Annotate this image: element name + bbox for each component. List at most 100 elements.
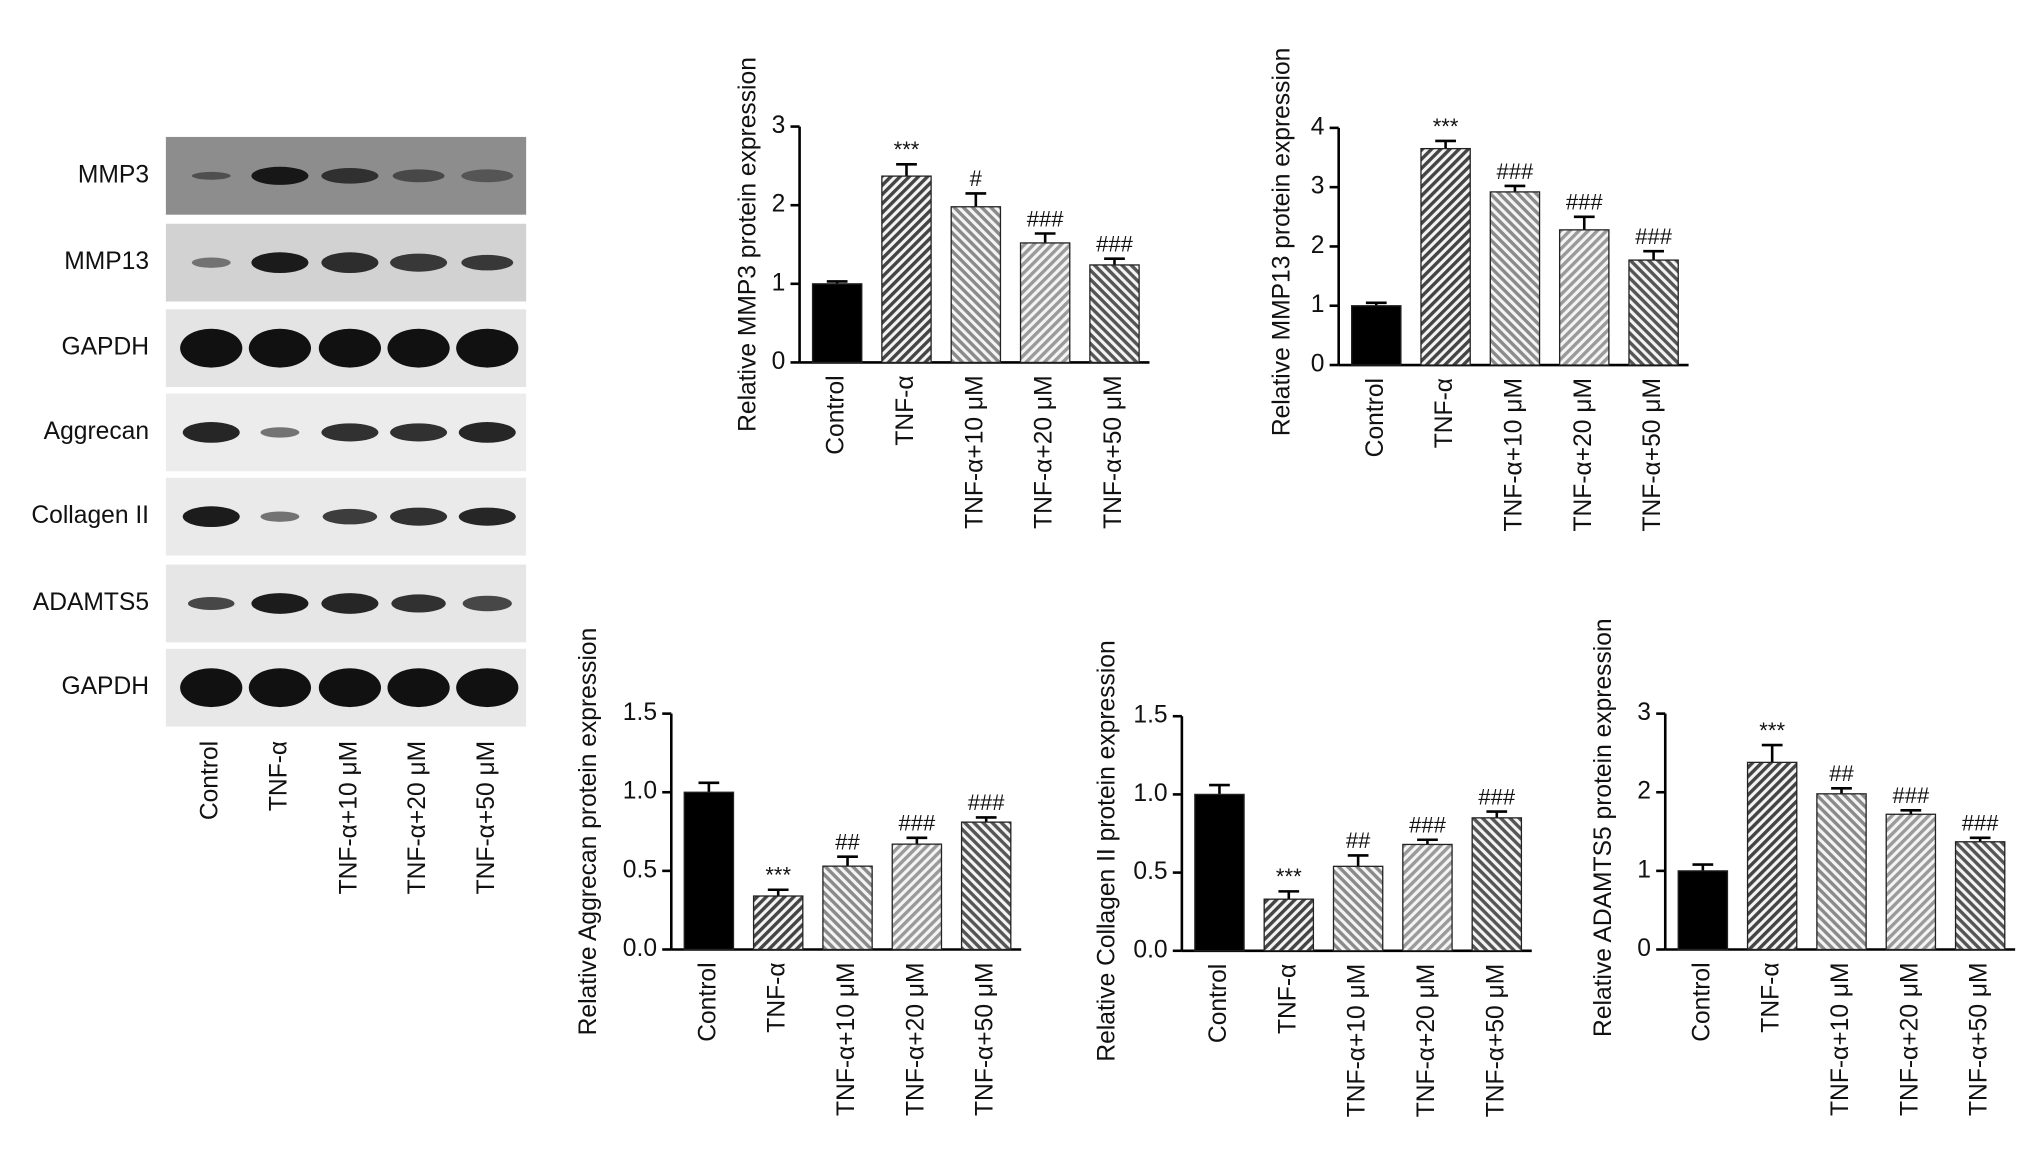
blot-row-label: Aggrecan [44,418,149,445]
blot-lane-label: TNF-α [265,741,292,811]
blot-band [390,507,448,526]
y-axis-label: Relative MMP13 protein expression [1268,48,1295,436]
bar [1489,191,1541,366]
x-tick-label: Control [823,375,850,454]
y-axis-label: Relative Aggrecan protein expression [575,628,602,1036]
bar [1558,229,1610,366]
x-tick-label: TNF-α [1758,962,1785,1032]
bar [1420,147,1471,366]
significance-label: ### [1096,232,1133,257]
bar [950,206,1002,364]
y-tick-label: 1 [1637,856,1651,883]
blot-band [390,423,448,442]
y-tick-label: 0 [1637,935,1651,962]
y-tick-label: 1.0 [1133,780,1167,807]
bar [752,895,804,951]
y-tick-label: 2 [1637,778,1651,805]
bar [1019,242,1071,364]
bar [960,821,1012,951]
bar [1746,761,1798,951]
bar [1471,817,1523,952]
blot-band [180,328,243,368]
blot-lane-label: TNF-α+50 μM [473,741,500,895]
significance-label: *** [765,863,791,888]
x-tick-label: TNF-α+20 μM [1031,375,1058,529]
x-tick-label: TNF-α+50 μM [1482,964,1509,1118]
y-tick-label: 0.0 [1133,936,1167,963]
y-axis-label: Relative MMP3 protein expression [735,57,762,432]
bar [1885,813,1937,951]
y-tick-label: 3 [1311,173,1325,200]
bar [1677,870,1729,951]
bar [683,791,735,951]
x-tick-label: TNF-α [892,375,919,445]
blot-row-label: MMP13 [64,248,149,275]
blot-band [458,507,516,526]
significance-label: # [970,166,983,191]
x-tick-label: TNF-α [1431,378,1458,448]
y-tick-label: 1.5 [1133,702,1167,729]
bar [822,865,873,951]
significance-label: *** [1276,864,1302,889]
significance-label: *** [1759,718,1785,743]
significance-label: ### [1962,811,1999,836]
bar [1332,865,1384,952]
blot-band [182,422,240,443]
x-tick-label: TNF-α+10 μM [833,962,860,1116]
x-tick-label: TNF-α+10 μM [1827,962,1854,1116]
x-tick-label: TNF-α+20 μM [1413,964,1440,1118]
significance-label: ### [1566,190,1603,215]
blot-band [390,253,448,272]
significance-label: *** [1433,114,1459,139]
bar [1954,841,2006,951]
x-tick-label: Control [1205,964,1232,1043]
blot-band [391,594,446,613]
blot-band [251,166,309,185]
blot-band [461,254,514,271]
bar [1350,305,1402,366]
x-tick-label: TNF-α+10 μM [961,375,988,529]
significance-label: *** [894,137,920,162]
blot-band [321,168,379,184]
x-tick-label: Control [694,962,721,1041]
x-tick-label: TNF-α+20 μM [902,962,929,1116]
blot-row-label: Collagen II [31,502,149,529]
blot-band [248,328,312,368]
bar [891,843,943,951]
blot-band [321,252,379,274]
blot-band [458,422,516,443]
blot-row-label: MMP3 [78,161,149,188]
y-tick-label: 4 [1311,113,1325,140]
blot-band [260,511,300,522]
blot-band [322,508,378,525]
y-tick-label: 3 [1637,699,1651,726]
blot-lane-label: Control [197,741,224,820]
blot-band [251,252,309,274]
blot-band [321,423,379,442]
blot-band [462,595,512,612]
x-tick-label: TNF-α+10 μM [1344,964,1371,1118]
x-tick-label: Control [1362,378,1389,457]
y-axis-label: Relative Collagen II protein expression [1094,640,1121,1061]
significance-label: ## [835,830,860,855]
blot-lane-label: TNF-α+20 μM [404,741,431,895]
bar [1402,843,1453,952]
x-tick-label: TNF-α+10 μM [1500,378,1527,532]
blot-band [456,668,519,708]
blot-lane-label: TNF-α+10 μM [335,741,362,895]
bar [1628,259,1679,366]
significance-label: ### [1635,224,1672,249]
blot-band [456,328,519,368]
y-tick-label: 1 [1311,291,1325,318]
y-tick-label: 0.5 [623,856,657,883]
blot-band [387,668,450,708]
y-tick-label: 0.0 [623,935,657,962]
y-tick-label: 2 [772,191,786,218]
blot-band [191,257,231,268]
y-tick-label: 1 [772,269,786,296]
bar [1816,793,1867,951]
significance-label: ### [1027,206,1064,231]
x-tick-label: TNF-α+50 μM [972,962,999,1116]
blot-band [321,593,379,614]
